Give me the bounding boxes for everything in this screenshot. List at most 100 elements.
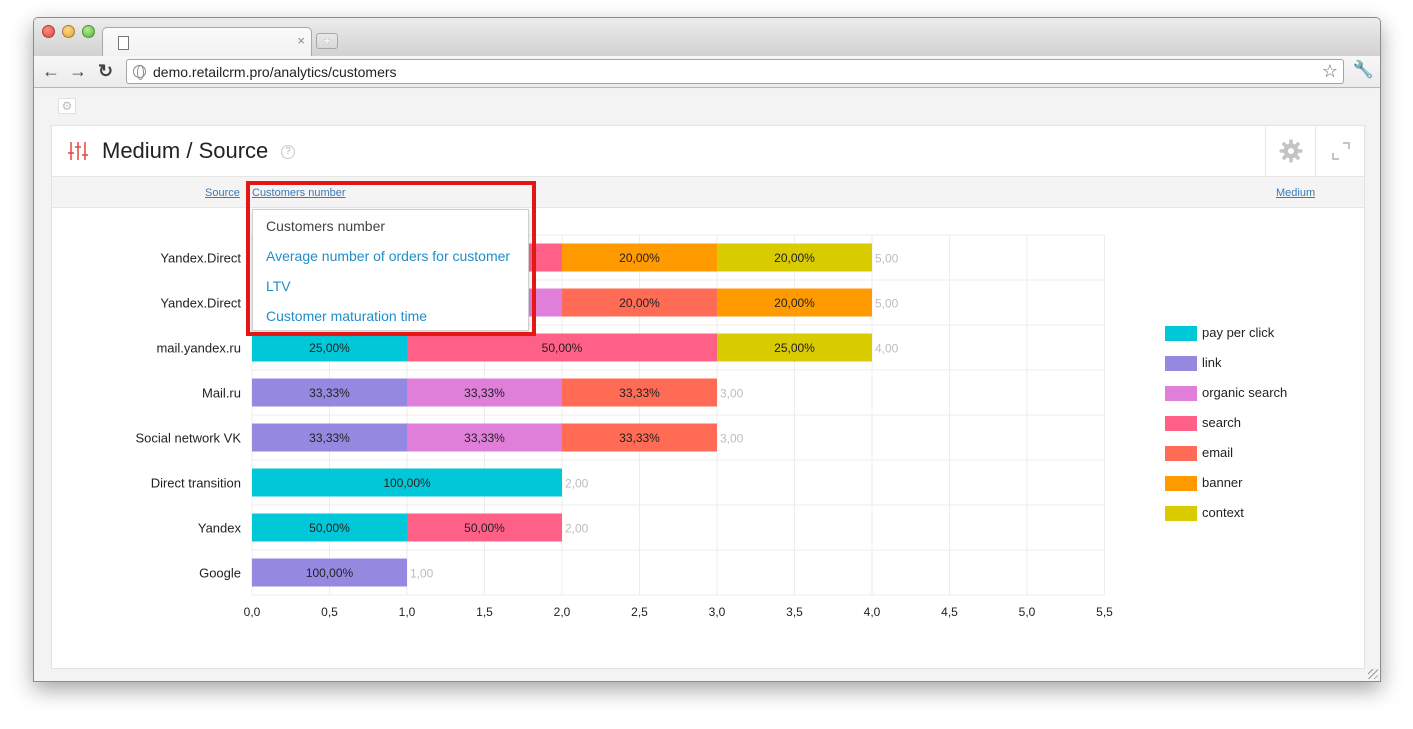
segment-label: 33,33% [464,386,505,400]
category-label: Direct transition [151,476,241,491]
bar-total-label: 5,00 [875,297,899,311]
x-tick-label: 3,0 [709,605,726,619]
page-settings-gear-icon[interactable]: ⚙ [58,98,76,114]
bar-segment [252,558,407,587]
globe-icon [133,65,146,80]
bar-segment [252,513,407,542]
bar-segment [562,378,717,407]
title-bar: × + [34,18,1380,57]
x-tick-label: 5,5 [1096,605,1113,619]
page-viewport: ⚙ Medium / Source ? [34,89,1380,681]
category-label: Yandex.Direct [160,296,241,311]
bar-segment [717,243,872,272]
segment-label: 25,00% [309,341,350,355]
legend-label: context [1202,505,1244,520]
segment-label: 20,00% [619,296,660,310]
legend-swatch [1165,386,1197,401]
bar-segment [252,333,407,362]
close-window-button[interactable] [42,25,55,38]
widget-expand-button[interactable] [1315,126,1365,177]
segment-label: 50,00% [309,521,350,535]
bar-total-label: 3,00 [720,432,744,446]
x-tick-label: 3,5 [786,605,803,619]
category-label: mail.yandex.ru [156,341,241,356]
segment-label: 50,00% [464,521,505,535]
x-tick-label: 1,5 [476,605,493,619]
minimize-window-button[interactable] [62,25,75,38]
bar-segment [252,378,407,407]
expand-icon [1332,142,1350,160]
legend-swatch [1165,446,1197,461]
bar-segment [717,288,872,317]
bar-segment [562,423,717,452]
forward-arrow-icon[interactable]: → [69,61,87,81]
x-tick-label: 0,0 [244,605,261,619]
category-label: Social network VK [136,431,242,446]
segment-label: 20,00% [774,251,815,265]
bar-segment [252,423,407,452]
segment-label: 33,33% [619,386,660,400]
category-label: Yandex [198,521,242,536]
dropdown-item-customers-number[interactable]: Customers number [266,218,386,234]
bar-segment [407,378,562,407]
dropdown-item-maturation-time[interactable]: Customer maturation time [266,308,428,324]
dropdown-item-avg-orders[interactable]: Average number of orders for customer [266,248,511,264]
segment-label: 20,00% [619,251,660,265]
segment-label: 50,00% [542,341,583,355]
legend-label: email [1202,445,1234,460]
legend-label: pay per click [1202,325,1275,340]
widget-title: Medium / Source [102,138,269,163]
resize-grip[interactable] [1368,669,1378,679]
report-widget: Medium / Source ? [51,125,1365,669]
bookmark-star-icon[interactable]: ☆ [1321,61,1338,81]
x-tick-label: 4,5 [941,605,958,619]
browser-tab[interactable]: × [102,27,312,57]
widget-header: Medium / Source ? [52,126,1364,177]
wrench-icon[interactable]: 🔧 [1352,60,1374,79]
legend-label: banner [1202,475,1243,490]
gear-icon [1279,139,1303,163]
segment-label: 33,33% [309,431,350,445]
metric-selector-link[interactable]: Customers number [252,187,346,199]
bar-segment [562,243,717,272]
bar-segment [252,468,562,497]
browser-toolbar: ← → ↻ demo.retailcrm.pro/analytics/custo… [34,56,1380,88]
segment-label: 33,33% [619,431,660,445]
legend-label: link [1202,355,1222,370]
help-icon[interactable]: ? [281,145,295,159]
legend-swatch [1165,356,1197,371]
bar-total-label: 4,00 [875,342,899,356]
category-label: Mail.ru [202,386,241,401]
bar-segment [717,333,872,362]
report-options-bar: Source Customers number Medium [52,177,1364,208]
category-label: Yandex.Direct [160,251,241,266]
segment-label: 20,00% [774,296,815,310]
source-dimension-link[interactable]: Source [205,187,240,199]
url-text[interactable]: demo.retailcrm.pro/analytics/customers [153,64,397,80]
segment-label: 100,00% [383,476,431,490]
zoom-window-button[interactable] [82,25,95,38]
x-tick-label: 4,0 [864,605,881,619]
bar-segment [407,423,562,452]
widget-settings-button[interactable] [1265,126,1315,177]
legend-swatch [1165,506,1197,521]
legend-swatch [1165,416,1197,431]
new-tab-button[interactable]: + [316,33,338,49]
legend-swatch [1165,476,1197,491]
bar-segment [562,288,717,317]
reload-icon[interactable]: ↻ [98,61,114,81]
segment-label: 33,33% [464,431,505,445]
back-arrow-icon[interactable]: ← [42,61,60,81]
legend-label: search [1202,415,1242,430]
address-bar[interactable]: demo.retailcrm.pro/analytics/customers ☆ [126,59,1344,84]
metric-dropdown-menu: Customers number Average number of order… [252,209,529,331]
segment-label: 33,33% [309,386,350,400]
segment-label: 25,00% [774,341,815,355]
dropdown-item-ltv[interactable]: LTV [266,278,291,294]
sliders-icon [68,142,88,160]
category-label: Google [199,566,241,581]
tab-close-icon[interactable]: × [297,33,305,48]
x-tick-label: 5,0 [1019,605,1036,619]
medium-dimension-link[interactable]: Medium [1276,187,1316,199]
bar-total-label: 2,00 [565,522,589,536]
